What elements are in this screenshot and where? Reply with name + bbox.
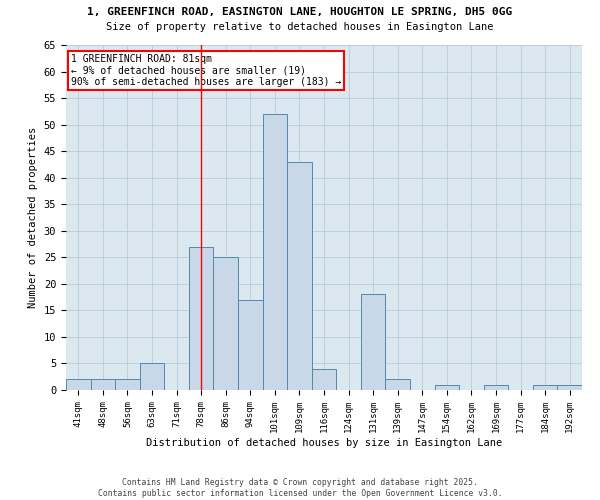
Text: Contains HM Land Registry data © Crown copyright and database right 2025.
Contai: Contains HM Land Registry data © Crown c… (98, 478, 502, 498)
Bar (287, 162, 312, 390)
Text: 1, GREENFINCH ROAD, EASINGTON LANE, HOUGHTON LE SPRING, DH5 0GG: 1, GREENFINCH ROAD, EASINGTON LANE, HOUG… (88, 8, 512, 18)
Bar (189, 246, 214, 390)
Y-axis label: Number of detached properties: Number of detached properties (28, 127, 38, 308)
Bar (91, 380, 115, 390)
Bar (312, 369, 336, 390)
Bar (361, 294, 385, 390)
Bar (115, 380, 140, 390)
Bar (533, 384, 557, 390)
Bar (385, 380, 410, 390)
X-axis label: Distribution of detached houses by size in Easington Lane: Distribution of detached houses by size … (146, 438, 502, 448)
Bar (434, 384, 459, 390)
Text: Size of property relative to detached houses in Easington Lane: Size of property relative to detached ho… (106, 22, 494, 32)
Bar (263, 114, 287, 390)
Bar (557, 384, 582, 390)
Bar (238, 300, 263, 390)
Text: 1 GREENFINCH ROAD: 81sqm
← 9% of detached houses are smaller (19)
90% of semi-de: 1 GREENFINCH ROAD: 81sqm ← 9% of detache… (71, 54, 341, 87)
Bar (66, 380, 91, 390)
Bar (484, 384, 508, 390)
Bar (140, 364, 164, 390)
Bar (214, 258, 238, 390)
